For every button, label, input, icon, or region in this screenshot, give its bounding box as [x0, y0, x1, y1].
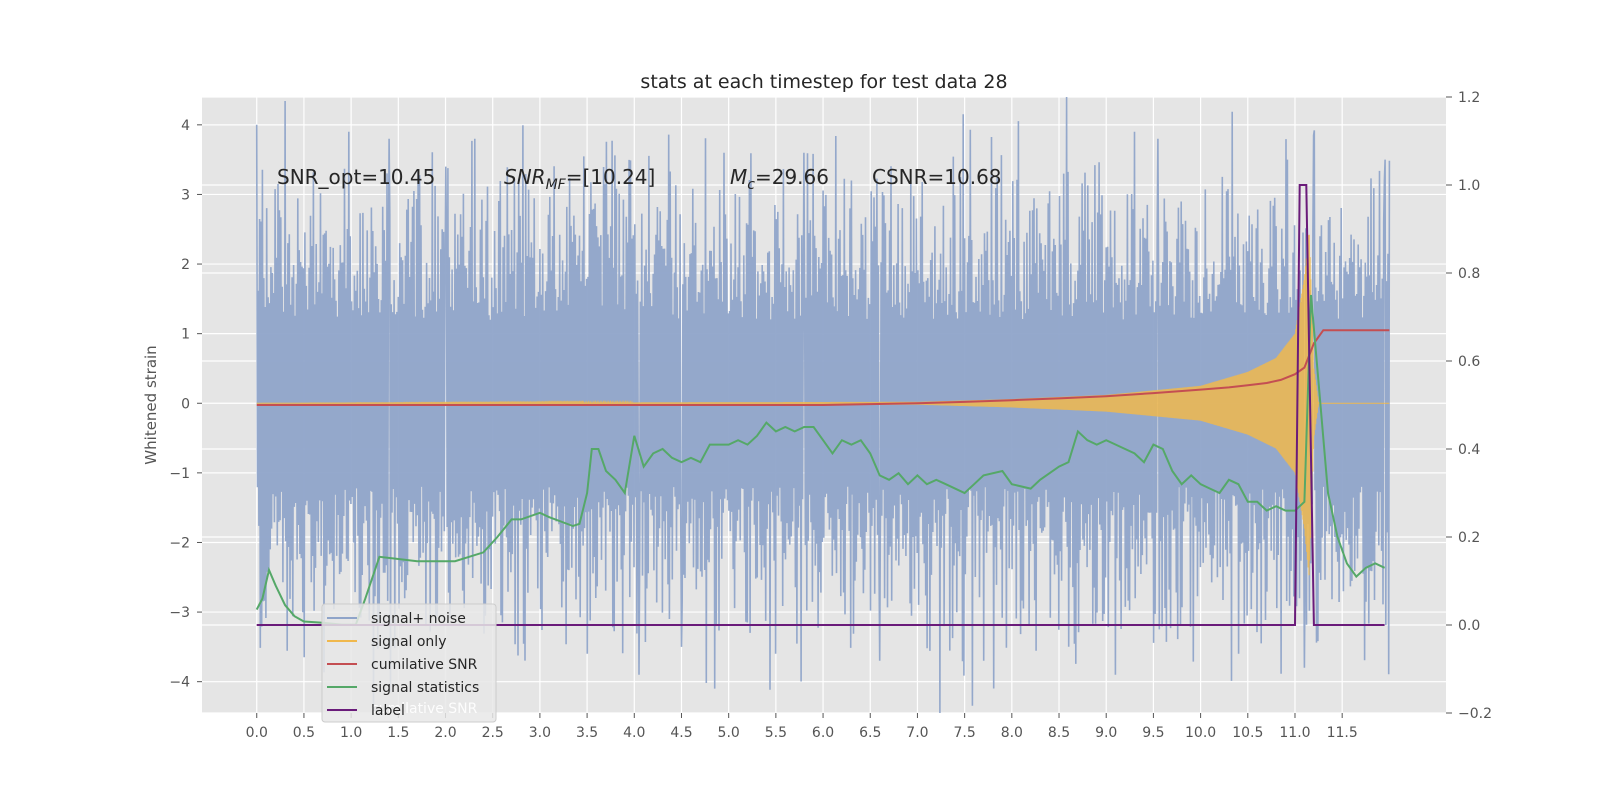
- legend-label: label: [371, 703, 405, 719]
- x-tick-label: 0.0: [246, 725, 268, 741]
- mc-rest: =29.66: [755, 165, 829, 189]
- signal-only-series: [256, 234, 1390, 576]
- x-tick-label: 11.0: [1279, 725, 1310, 741]
- x-tick-label: 8.5: [1048, 725, 1070, 741]
- x-tick-label: 3.5: [576, 725, 598, 741]
- annotation-csnr: CSNR=10.68: [872, 165, 1002, 189]
- x-tick-label: 5.0: [718, 725, 740, 741]
- mc-base: M: [730, 165, 747, 189]
- y2-tick-label: 1.0: [1458, 178, 1480, 194]
- y-tick-label: −3: [169, 605, 190, 621]
- x-tick-label: 5.5: [765, 725, 787, 741]
- y2-tick-label: 0.4: [1458, 442, 1480, 458]
- signal-only-line: [256, 234, 1390, 576]
- legend-items: signal+ noise signal only cumilative SNR si…: [327, 611, 479, 719]
- y2-tick-label: 0.6: [1458, 354, 1480, 370]
- legend-label: signal+ noise: [371, 611, 466, 627]
- y2-tick-label: 0.8: [1458, 266, 1480, 282]
- legend-label: signal only: [371, 634, 446, 650]
- x-axis: 0.0 0.5 1.0 1.5 2.0 2.5 3.0 3.5 4.0 4.5 5.0 5.5 6.0 6…: [246, 713, 1358, 741]
- signal-statistics-line: [255, 294, 1386, 626]
- x-tick-label: 8.0: [1001, 725, 1023, 741]
- y-tick-label: 4: [181, 118, 190, 134]
- y2-tick-label: 1.2: [1458, 90, 1480, 106]
- x-tick-label: 2.0: [434, 725, 456, 741]
- x-tick-label: 2.5: [482, 725, 504, 741]
- snr-mf-sub: MF: [546, 177, 567, 193]
- x-tick-label: 0.5: [293, 725, 315, 741]
- x-tick-label: 9.0: [1095, 725, 1117, 741]
- y-axis-label: Whitened strain: [142, 345, 160, 464]
- x-tick-label: 4.5: [670, 725, 692, 741]
- legend-label: signal statistics: [371, 680, 479, 696]
- y-axis-left: 4 3 2 1 0 −1 −2 −3 −4: [169, 118, 202, 691]
- x-tick-label: 1.0: [340, 725, 362, 741]
- label-line: [256, 184, 1385, 626]
- annotation-snr-opt: SNR_opt=10.45: [277, 165, 435, 189]
- x-tick-label: 7.0: [906, 725, 928, 741]
- chart-title: stats at each timestep for test data 28: [640, 71, 1007, 93]
- y-tick-label: −2: [169, 535, 190, 551]
- signal-noise-line: [255, 96, 1391, 714]
- signal-noise-series: [255, 96, 1391, 714]
- legend: cumilative SNR signal+ noise signal only c…: [321, 603, 497, 723]
- x-tick-label: 10.0: [1185, 725, 1216, 741]
- y-tick-label: 2: [181, 257, 190, 273]
- x-tick-label: 3.0: [529, 725, 551, 741]
- right-axis-series: [255, 184, 1390, 626]
- y2-tick-label: 0.0: [1458, 618, 1480, 634]
- y-axis-right: 1.2 1.0 0.8 0.6 0.4 0.2 0.0 −0.2: [1446, 90, 1492, 722]
- legend-ghost-text: cumilative SNR: [371, 701, 478, 717]
- mc-sub: c: [747, 177, 755, 193]
- snr-mf-rest: =[10.24]: [566, 165, 656, 189]
- y2-tick-label: 0.2: [1458, 530, 1480, 546]
- y-tick-label: 0: [181, 396, 190, 412]
- x-tick-label: 10.5: [1232, 725, 1263, 741]
- x-tick-label: 11.5: [1327, 725, 1358, 741]
- y-tick-label: 1: [181, 327, 190, 343]
- y2-tick-label: −0.2: [1458, 706, 1492, 722]
- x-tick-label: 4.0: [623, 725, 645, 741]
- x-tick-label: 1.5: [387, 725, 409, 741]
- y-tick-label: 3: [181, 187, 190, 203]
- legend-box: [321, 603, 497, 723]
- x-tick-label: 6.5: [859, 725, 881, 741]
- y-tick-label: −4: [169, 675, 190, 691]
- annotation-snr-mf: SNRMF=[10.24]: [504, 165, 655, 193]
- y-tick-label: −1: [169, 466, 190, 482]
- cumilative-snr-line: [256, 329, 1390, 406]
- legend-label: cumilative SNR: [371, 657, 478, 673]
- x-tick-label: 6.0: [812, 725, 834, 741]
- snr-mf-base: SNR: [504, 165, 546, 189]
- x-tick-label: 9.5: [1142, 725, 1164, 741]
- x-tick-label: 7.5: [954, 725, 976, 741]
- annotation-mc: Mc=29.66: [730, 165, 829, 193]
